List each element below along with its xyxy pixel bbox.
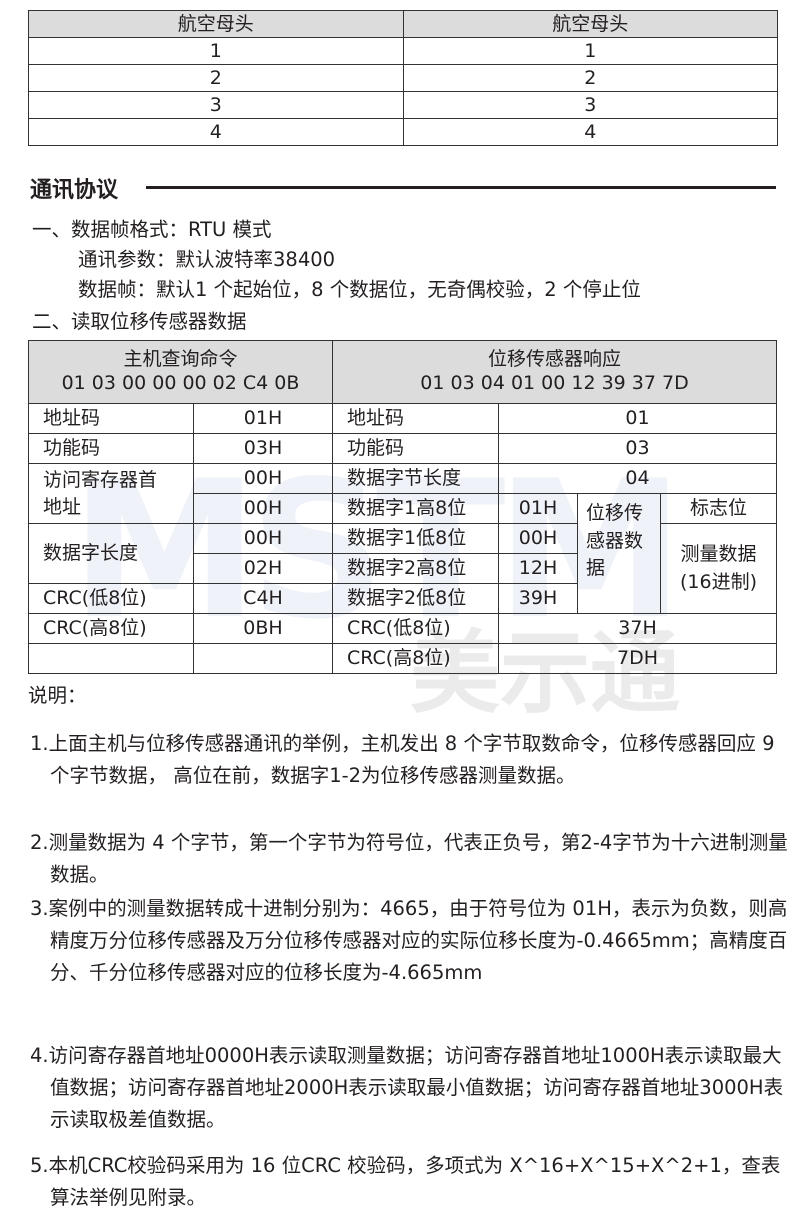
cell: 功能码 (28, 433, 194, 464)
empty-cell (28, 643, 194, 674)
cell: 数据字节长度 (332, 463, 500, 494)
cell: CRC(低8位) (28, 583, 194, 614)
cell: 12H (498, 553, 579, 584)
cell: 37H (498, 613, 778, 644)
cell: 2 (402, 64, 778, 92)
cell: 功能码 (332, 433, 500, 464)
data-frame-line: 数据帧：默认1 个起始位，8 个数据位，无奇偶校验，2 个停止位 (78, 278, 641, 301)
cell: 2 (28, 64, 404, 92)
group-label: 位移传感器数据 (577, 493, 662, 614)
cell: 3 (28, 91, 404, 119)
flag-label: 标志位 (660, 493, 778, 524)
cell: 04 (498, 463, 778, 494)
cell: 数据字2低8位 (332, 583, 500, 614)
host-command-header: 主机查询命令 01 03 00 00 00 02 C4 0B (27, 340, 334, 404)
cell: 数据字1低8位 (332, 523, 500, 554)
cell: 数据字1高8位 (332, 493, 500, 524)
cell: CRC(高8位) (332, 643, 500, 674)
cell: 01 (498, 403, 778, 434)
comm-params-line: 通讯参数：默认波特率38400 (78, 248, 336, 271)
measure-label: 测量数据(16进制) (660, 523, 778, 614)
cell: 3 (402, 91, 778, 119)
cell: 地址码 (28, 403, 194, 434)
title-rule (146, 186, 776, 189)
cell: 00H (192, 463, 334, 494)
cell: 03H (192, 433, 334, 464)
host-bytes: 01 03 00 00 00 02 C4 0B (61, 372, 300, 394)
cell: 4 (402, 118, 778, 146)
notes-title: 说明： (28, 684, 87, 707)
note-2: 2.测量数据为 4 个字节，第一个字节为符号位，代表正负号，第2-4字节为十六进… (30, 831, 788, 886)
cell: 00H (192, 493, 334, 524)
cell: 00H (498, 523, 579, 554)
cell: 1 (402, 37, 778, 65)
note-5: 5.本机CRC校验码采用为 16 位CRC 校验码，多项式为 X^16+X^15… (30, 1154, 781, 1209)
section-title: 通讯协议 (30, 178, 119, 203)
cell: 数据字2高8位 (332, 553, 500, 584)
cell: 01H (498, 493, 579, 524)
cell: 39H (498, 583, 579, 614)
cell: 访问寄存器首地址 (28, 463, 194, 524)
sensor-bytes: 01 03 04 01 00 12 39 37 7D (420, 372, 689, 394)
cell: 数据字长度 (28, 523, 194, 584)
cell: 02H (192, 553, 334, 584)
cell: 00H (192, 523, 334, 554)
cell: CRC(高8位) (28, 613, 194, 644)
cell: 7DH (498, 643, 778, 674)
cell: 1 (28, 37, 404, 65)
cell: C4H (192, 583, 334, 614)
note-3: 3.案例中的测量数据转成十进制分别为：4665，由于符号位为 01H，表示为负数… (30, 897, 788, 984)
cell: 03 (498, 433, 778, 464)
cell: 地址码 (332, 403, 500, 434)
protocol-table: 主机查询命令 01 03 00 00 00 02 C4 0B 位移传感器响应 01 … (27, 340, 778, 674)
header-cell: 航空母头 (28, 10, 404, 38)
frame-format-line: 一、数据帧格式：RTU 模式 (32, 218, 272, 241)
cell: 01H (192, 403, 334, 434)
note-1: 1.上面主机与位移传感器通讯的举例，主机发出 8 个字节取数命令，位移传感器回应… (30, 732, 775, 787)
sensor-response-header: 位移传感器响应 01 03 04 01 00 12 39 37 7D (332, 340, 778, 404)
host-header-title: 主机查询命令 (123, 348, 238, 371)
cell: CRC(低8位) (332, 613, 500, 644)
empty-cell (192, 643, 334, 674)
note-4: 4.访问寄存器首地址0000H表示读取测量数据；访问寄存器首地址1000H表示读… (30, 1044, 784, 1131)
sensor-header-title: 位移传感器响应 (488, 348, 622, 371)
read-data-line: 二、读取位移传感器数据 (32, 310, 247, 333)
header-cell: 航空母头 (402, 10, 778, 38)
cell: 0BH (192, 613, 334, 644)
cell: 4 (28, 118, 404, 146)
